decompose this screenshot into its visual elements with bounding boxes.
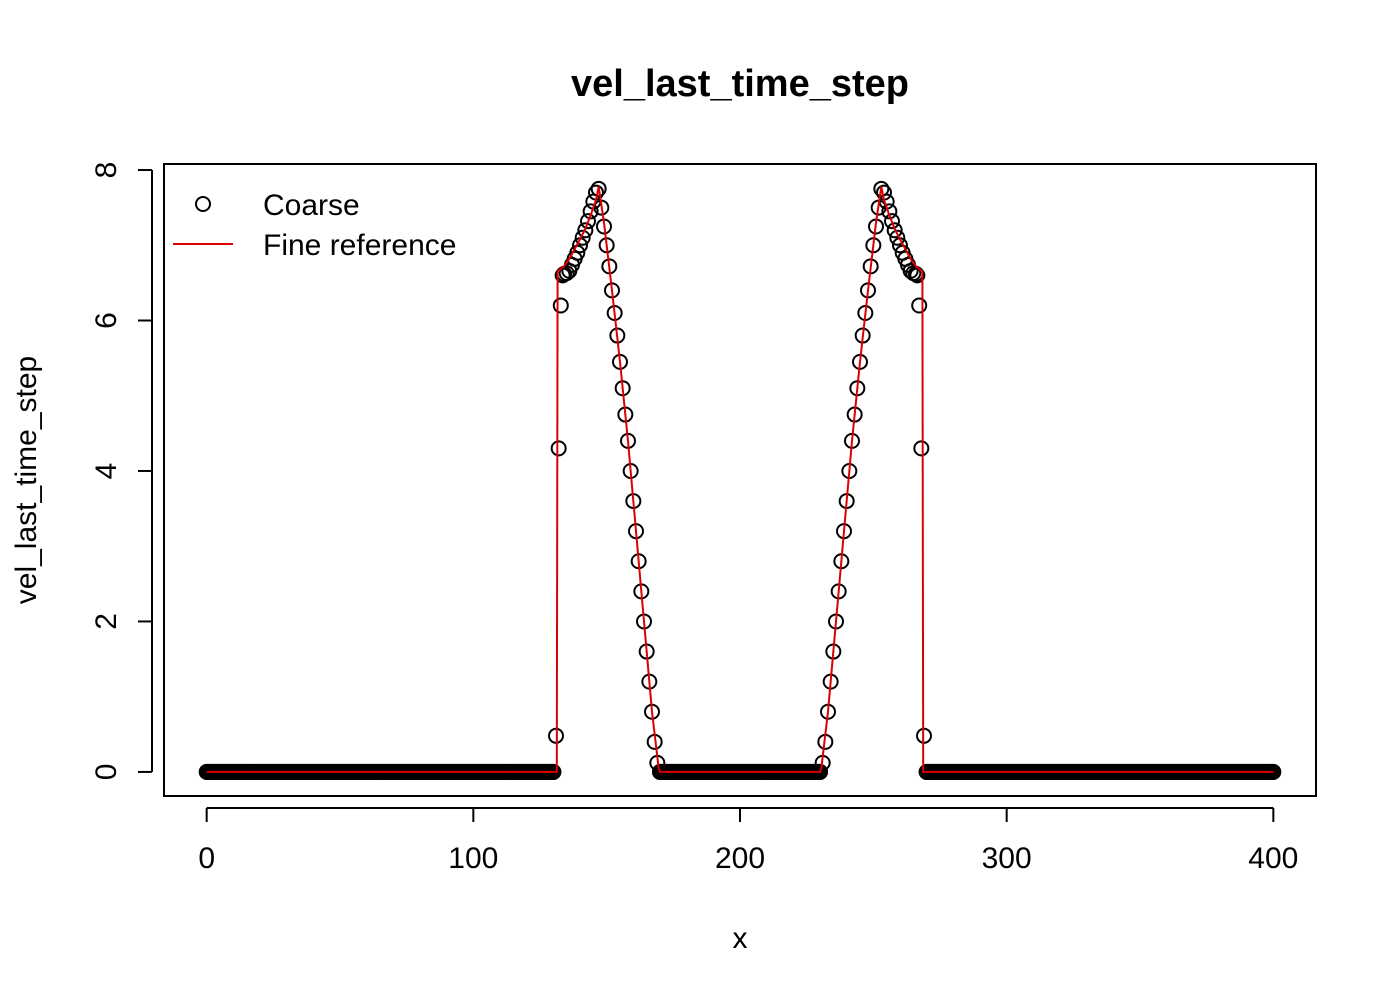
legend-label-fine-reference: Fine reference — [263, 229, 456, 262]
series-layer — [198, 180, 1282, 780]
y-tick-label: 6 — [90, 312, 123, 329]
data-point — [913, 440, 930, 457]
x-tick-label: 300 — [982, 842, 1032, 875]
data-point — [590, 180, 607, 197]
x-axis: 0 100 200 300 400 — [198, 807, 1298, 875]
y-axis-label: vel_last_time_step — [10, 356, 43, 604]
series-coarse — [198, 180, 1282, 780]
x-axis-label: x — [733, 922, 748, 955]
x-tick-label: 200 — [715, 842, 765, 875]
y-tick-label: 2 — [90, 613, 123, 630]
y-tick-label: 0 — [90, 764, 123, 781]
x-tick-label: 0 — [198, 842, 215, 875]
data-point — [911, 297, 928, 314]
data-point — [580, 213, 596, 230]
legend-marker-coarse — [195, 196, 211, 212]
x-tick-label: 100 — [448, 842, 498, 875]
data-point — [558, 265, 575, 282]
data-point — [577, 222, 594, 239]
data-point — [889, 229, 906, 246]
series-line-fine-reference — [206, 186, 1274, 773]
data-point — [884, 213, 900, 230]
plot-frame — [163, 163, 1317, 797]
data-point — [574, 229, 591, 246]
chart-title: vel_last_time_step — [571, 63, 909, 105]
y-axis: 0 2 4 6 8 — [90, 162, 153, 781]
data-point — [582, 203, 599, 220]
data-point — [886, 222, 903, 239]
data-point — [881, 203, 898, 220]
y-tick-label: 8 — [90, 162, 123, 179]
y-tick-label: 4 — [90, 463, 123, 480]
data-point — [552, 297, 569, 314]
legend-label-coarse: Coarse — [263, 189, 360, 222]
data-point — [550, 440, 567, 457]
legend: Coarse Fine reference — [173, 189, 456, 262]
x-tick-label: 400 — [1248, 842, 1298, 875]
